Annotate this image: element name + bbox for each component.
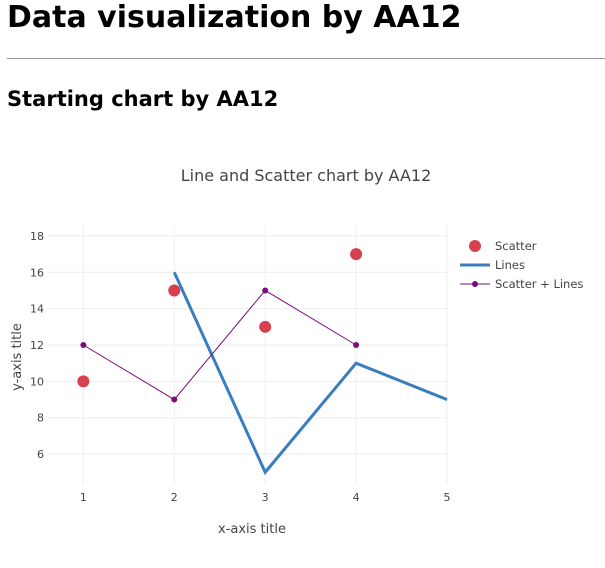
data-point (171, 396, 178, 403)
section-title: Starting chart by AA12 (7, 87, 279, 111)
y-tick-label: 10 (30, 375, 44, 388)
series-line (83, 289, 357, 401)
data-point (353, 342, 360, 348)
y-tick-label: 14 (30, 303, 44, 316)
y-tick-label: 12 (30, 339, 44, 352)
x-tick-label: 1 (80, 491, 87, 504)
data-point (168, 284, 181, 297)
y-tick-label: 16 (30, 266, 44, 279)
line-scatter-chart: Line and Scatter chart by AA12 1 2 3 4 56810… (10, 166, 583, 537)
chart-title: Line and Scatter chart by AA12 (181, 166, 432, 185)
legend-label: Scatter + Lines (495, 277, 583, 291)
legend-marker-swatch (472, 281, 478, 287)
legend-label: Lines (495, 258, 525, 272)
x-tick-label: 3 (262, 491, 269, 504)
divider (7, 58, 605, 59)
legend-marker-swatch (469, 240, 481, 252)
x-tick-label: 4 (353, 491, 360, 504)
y-axis-title: y-axis title (10, 323, 25, 391)
x-tick-label: 5 (444, 491, 451, 504)
x-axis-title: x-axis title (218, 522, 286, 537)
y-tick-label: 8 (37, 412, 44, 425)
series-layer (77, 248, 448, 476)
data-point (77, 375, 90, 388)
series-line (172, 271, 448, 476)
data-point (259, 320, 272, 333)
data-point (80, 342, 87, 348)
data-point (262, 287, 269, 294)
page-title: Data visualization by AA12 (7, 0, 462, 35)
series-0 (77, 248, 363, 388)
legend-item: Scatter + Lines (460, 277, 583, 291)
y-tick-label: 18 (30, 230, 44, 243)
legend-item: Lines (460, 258, 525, 272)
x-tick-label: 2 (171, 491, 178, 504)
series-1 (172, 271, 448, 476)
series-2 (80, 287, 360, 403)
y-tick-label: 6 (37, 448, 44, 461)
legend: Scatter Lines Scatter + Lines (460, 239, 583, 291)
grid-lines (47, 225, 448, 485)
legend-item: Scatter (469, 239, 537, 253)
data-point (350, 248, 363, 261)
legend-label: Scatter (495, 239, 537, 253)
